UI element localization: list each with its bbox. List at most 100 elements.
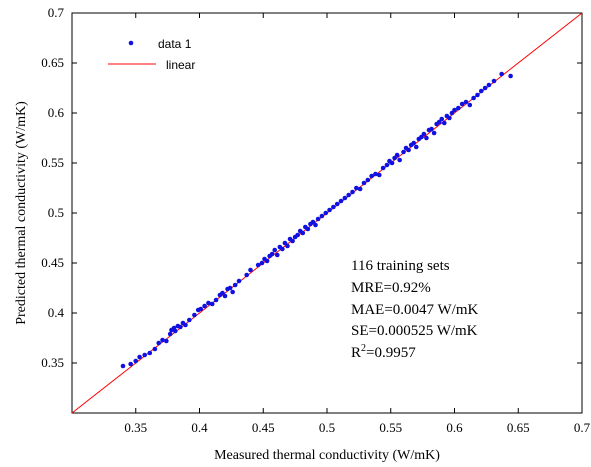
annotation-r2: R2=0.9957 xyxy=(351,343,416,361)
data-point xyxy=(315,216,321,222)
data-point xyxy=(436,119,442,125)
annotation-mae: MAE=0.0047 W/mK xyxy=(351,302,479,318)
data-point xyxy=(236,278,242,284)
data-point xyxy=(439,116,445,122)
data-point xyxy=(167,331,173,337)
data-point xyxy=(244,272,249,278)
data-point xyxy=(255,262,261,268)
data-point xyxy=(133,358,139,364)
data-point xyxy=(384,162,390,168)
data-point xyxy=(259,260,265,266)
data-point xyxy=(280,246,285,252)
data-point xyxy=(442,120,447,126)
y-tick-label: 0.55 xyxy=(41,155,64,170)
data-point xyxy=(471,95,476,101)
data-point xyxy=(147,350,153,356)
data-point xyxy=(323,210,329,216)
data-point xyxy=(463,99,469,105)
data-point xyxy=(120,363,126,369)
x-tick-label: 0.5 xyxy=(319,420,335,435)
data-point xyxy=(152,346,158,352)
data-point xyxy=(350,189,355,195)
data-point xyxy=(413,144,419,150)
y-tick-label: 0.5 xyxy=(48,205,64,220)
data-point xyxy=(478,88,484,94)
data-point xyxy=(272,247,278,253)
data-point xyxy=(227,285,233,291)
data-point xyxy=(411,140,417,146)
data-point xyxy=(392,155,397,161)
data-point xyxy=(499,71,504,77)
data-point xyxy=(421,131,427,137)
data-point xyxy=(137,354,142,360)
data-point xyxy=(310,219,316,225)
data-point xyxy=(429,126,434,132)
data-point xyxy=(394,152,400,158)
data-point xyxy=(467,102,473,108)
data-point xyxy=(213,297,219,303)
data-point xyxy=(424,135,429,141)
x-tick-label: 0.35 xyxy=(124,420,147,435)
annotation-mre: MRE=0.92% xyxy=(351,280,431,296)
data-point xyxy=(331,204,336,210)
legend: data 1 linear xyxy=(108,37,195,72)
data-point xyxy=(230,289,235,295)
legend-label-data-1: data 1 xyxy=(158,37,192,51)
data-point xyxy=(295,232,300,238)
data-point xyxy=(357,186,363,192)
data-point xyxy=(156,340,161,346)
data-point xyxy=(290,238,295,244)
data-point xyxy=(486,82,492,88)
data-point xyxy=(264,258,270,264)
y-tick-label: 0.65 xyxy=(41,55,64,70)
annotation-se: SE=0.000525 W/mK xyxy=(351,323,478,339)
data-point xyxy=(274,252,280,258)
data-point xyxy=(209,301,215,307)
data-point xyxy=(172,328,178,334)
data-point xyxy=(431,130,437,136)
x-tick-label: 0.55 xyxy=(379,420,402,435)
data-point xyxy=(401,149,406,155)
data-point xyxy=(206,300,211,306)
data-point xyxy=(160,337,165,343)
data-point xyxy=(354,185,359,191)
data-point xyxy=(164,338,169,344)
data-point xyxy=(192,312,197,318)
data-point xyxy=(482,85,488,91)
data-point xyxy=(389,160,395,166)
data-point xyxy=(269,251,275,257)
x-tick-label: 0.6 xyxy=(446,420,463,435)
data-point xyxy=(319,213,325,219)
legend-marker-data-1 xyxy=(128,40,134,46)
data-point xyxy=(334,201,340,207)
statistics-annotation: 116 training sets MRE=0.92% MAE=0.0047 W… xyxy=(351,258,479,361)
data-point xyxy=(376,172,382,178)
data-point xyxy=(397,157,402,163)
y-tick-label: 0.4 xyxy=(48,305,65,320)
data-point xyxy=(361,180,367,186)
x-axis-label: Measured thermal conductivity (W/mK) xyxy=(214,448,440,463)
data-point xyxy=(285,243,290,249)
data-point xyxy=(202,303,207,309)
data-point xyxy=(491,78,497,84)
data-point xyxy=(508,73,513,79)
data-point xyxy=(187,317,192,323)
data-point xyxy=(342,195,348,201)
data-point xyxy=(380,165,386,171)
r2-superscript: 2 xyxy=(361,343,366,354)
data-point xyxy=(220,290,225,296)
y-tick-label: 0.6 xyxy=(48,105,65,120)
x-tick-label: 0.45 xyxy=(252,420,275,435)
y-tick-label: 0.45 xyxy=(41,255,64,270)
data-point xyxy=(449,110,455,116)
legend-label-linear: linear xyxy=(166,58,195,72)
data-point xyxy=(459,101,465,107)
y-tick-label: 0.35 xyxy=(41,355,64,370)
r2-base: R xyxy=(351,345,361,361)
data-point xyxy=(338,198,344,204)
data-point xyxy=(369,173,374,179)
data-point xyxy=(365,177,371,183)
data-point xyxy=(300,230,306,236)
data-point xyxy=(419,134,424,140)
